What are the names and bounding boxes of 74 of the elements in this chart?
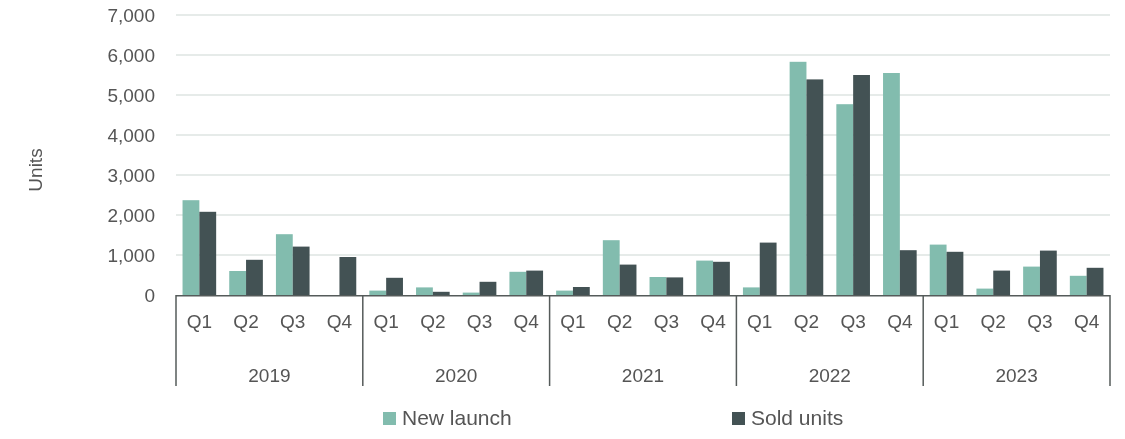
- x-tick-label: Q4: [700, 311, 727, 332]
- bar: [1023, 266, 1040, 295]
- bar: [929, 244, 947, 295]
- bar: [199, 211, 217, 295]
- bar: [806, 79, 824, 295]
- bar: [369, 290, 387, 295]
- bar: [789, 61, 807, 295]
- bar: [386, 277, 403, 295]
- bar: [275, 234, 293, 295]
- x-tick-label: Q1: [560, 311, 586, 332]
- bar: [432, 291, 450, 295]
- bar: [993, 270, 1011, 295]
- bar: [696, 260, 714, 295]
- bar: [572, 287, 590, 295]
- bar: [836, 104, 854, 295]
- bar: [759, 242, 777, 295]
- x-tick-label: Q2: [233, 311, 259, 332]
- x-tick-label: Q4: [887, 311, 913, 332]
- bar: [1086, 267, 1104, 295]
- legend-label: New launch: [402, 406, 512, 429]
- bar: [526, 270, 544, 295]
- bar: [479, 281, 497, 295]
- text: 2023: [995, 365, 1038, 386]
- text: 2022: [808, 365, 851, 386]
- x-tick-label: Q1: [933, 311, 960, 332]
- y-tick-label: 0: [144, 284, 155, 306]
- y-tick-label: 6,000: [107, 44, 155, 66]
- x-tick-label: Q1: [373, 311, 399, 332]
- bar: [883, 73, 900, 295]
- bar: [649, 277, 667, 295]
- bar: [229, 271, 247, 295]
- x-tick-label: Q3: [653, 311, 680, 332]
- x-tick-label: Q2: [793, 311, 820, 332]
- y-tick-label: 1,000: [107, 244, 155, 266]
- bar: [713, 261, 730, 295]
- y-tick-label: 7,000: [107, 4, 155, 26]
- bar: [509, 271, 527, 295]
- bar: [976, 288, 994, 295]
- x-tick-label: Q4: [326, 311, 353, 332]
- text: 2019: [248, 365, 291, 386]
- x-tick-label: Q2: [980, 311, 1006, 332]
- x-tick-label: Q2: [606, 311, 633, 332]
- bar: [899, 250, 917, 295]
- y-tick-label: 5,000: [107, 84, 155, 106]
- bar: [742, 287, 760, 295]
- x-tick-label: Q3: [1027, 311, 1053, 332]
- text: 2020: [435, 365, 478, 386]
- bar: [246, 259, 263, 295]
- y-tick-label: 3,000: [107, 164, 155, 186]
- bar: [292, 246, 310, 295]
- y-tick-label: 4,000: [107, 124, 155, 146]
- x-tick-label: Q3: [840, 311, 866, 332]
- bar: [1069, 275, 1087, 295]
- x-tick-label: Q1: [747, 311, 773, 332]
- bar: [556, 290, 573, 295]
- bar: [602, 240, 620, 295]
- y-tick-label: 2,000: [107, 204, 155, 226]
- bar: [416, 287, 433, 295]
- x-tick-label: Q2: [420, 311, 446, 332]
- x-tick-label: Q3: [280, 311, 306, 332]
- bar: [619, 264, 637, 295]
- y-axis-title: Units: [25, 148, 46, 192]
- bar: [853, 75, 870, 295]
- bar: [666, 277, 684, 295]
- x-tick-label: Q4: [1073, 311, 1100, 332]
- x-tick-label: Q1: [186, 311, 213, 332]
- bar: [182, 200, 200, 295]
- bar: [339, 257, 357, 295]
- bar: [946, 251, 964, 295]
- x-tick-label: Q4: [513, 311, 540, 332]
- x-tick-label: Q3: [466, 311, 493, 332]
- legend-label: Sold units: [751, 406, 844, 429]
- bar: [1039, 250, 1057, 295]
- text: 2021: [621, 365, 665, 386]
